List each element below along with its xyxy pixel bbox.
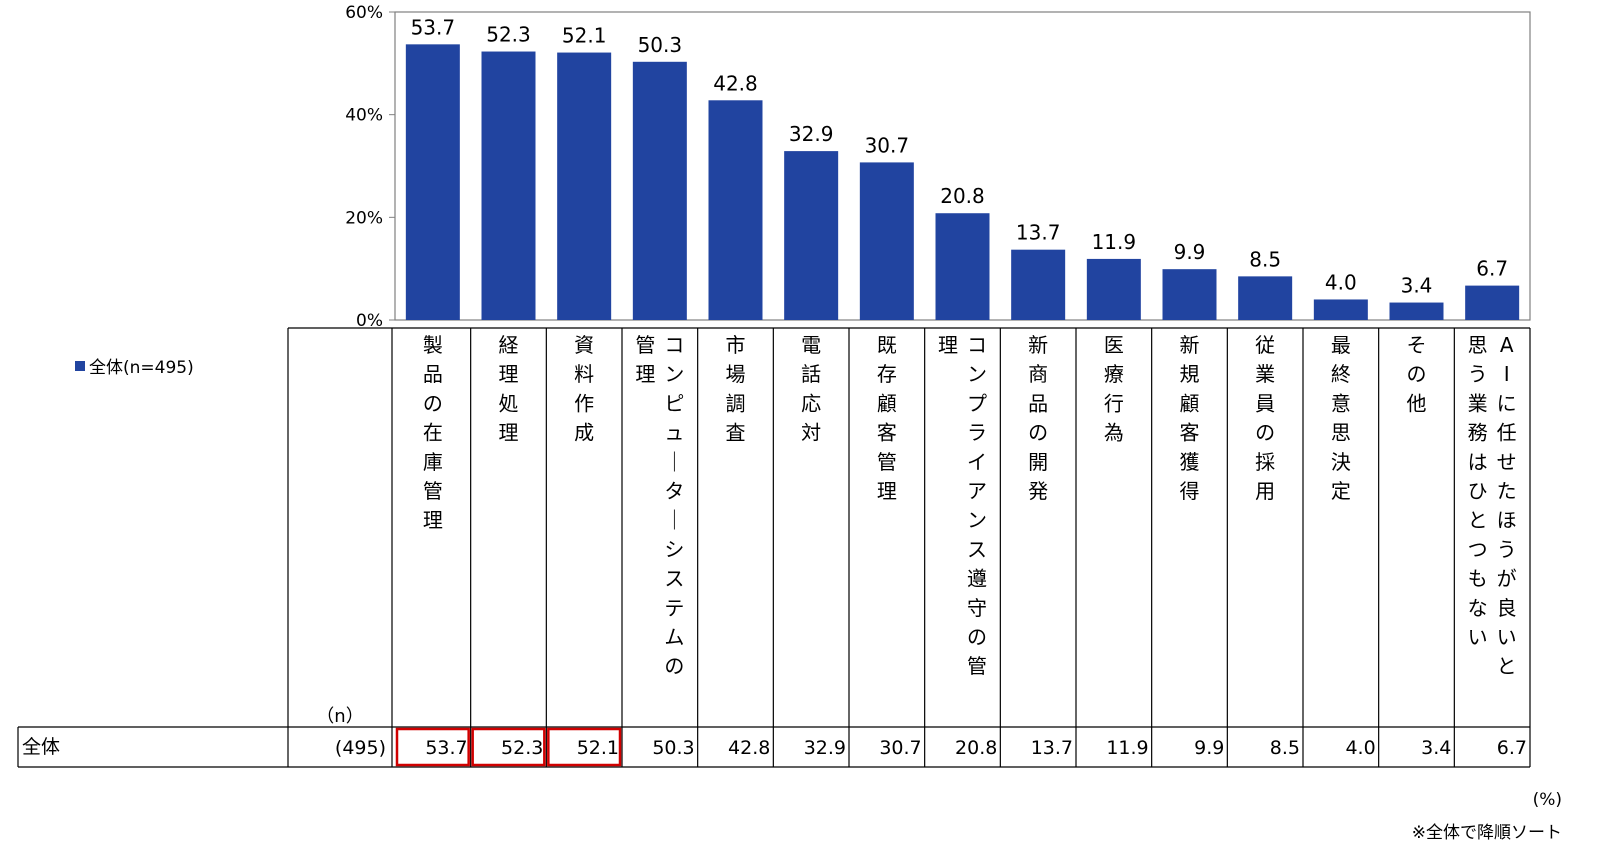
category-label-text: 新商品の開発 — [1028, 333, 1048, 503]
bar-value-label: 52.3 — [486, 23, 531, 47]
sort-note: ※全体で降順ソート — [1411, 823, 1562, 843]
table-value: 11.9 — [1106, 737, 1148, 759]
highlight-box — [395, 727, 470, 767]
bar-value-label: 20.8 — [940, 184, 985, 208]
table-value: 52.3 — [501, 737, 543, 759]
bar-value-label: 11.9 — [1092, 230, 1137, 254]
category-label: 製品の在庫管理 — [423, 333, 443, 532]
bar — [784, 151, 839, 320]
y-tick-label: 20% — [345, 208, 383, 228]
bar — [632, 61, 687, 320]
row-label: 全体 — [22, 736, 60, 758]
category-label: 市場調査 — [726, 333, 746, 445]
y-tick-label: 0% — [356, 311, 383, 331]
bar — [557, 52, 612, 320]
bar-value-label: 52.1 — [562, 24, 607, 48]
y-tick-label: 40% — [345, 106, 383, 126]
table-value: 9.9 — [1194, 737, 1224, 759]
bar — [708, 100, 763, 320]
category-label-text: 製品の在庫管理 — [423, 333, 443, 532]
data-table: （n） 全体 (495) 製品の在庫管理 経理処理 資料作成 コンピュ｜タ｜システムの管理市… — [17, 327, 1531, 768]
category-label-text: コンピュ｜タ｜システムの管理 — [635, 333, 684, 678]
legend: 全体(n=495) — [75, 353, 194, 378]
category-label: 資料作成 — [574, 333, 594, 445]
bar — [1389, 302, 1444, 320]
n-header: （n） — [316, 706, 363, 727]
bar-value-label: 4.0 — [1325, 270, 1357, 294]
y-axis: 0% 20% 40% 60% — [345, 3, 395, 331]
category-label: 従業員の採用 — [1255, 333, 1275, 503]
category-label-text: コンプライアンス遵守の管理 — [938, 333, 987, 678]
bar-value-label: 32.9 — [789, 122, 834, 146]
category-label: 電話応対 — [801, 333, 821, 445]
bar — [1162, 269, 1217, 320]
table-value: 50.3 — [652, 737, 694, 759]
category-label: 医療行為 — [1104, 333, 1124, 445]
bar — [1011, 249, 1066, 320]
category-label-text: 新規顧客獲得 — [1180, 333, 1200, 503]
category-label: 最終意思決定 — [1331, 333, 1351, 503]
legend-swatch — [75, 360, 85, 371]
category-label-text: 医療行為 — [1104, 333, 1124, 445]
bar-value-label: 13.7 — [1016, 221, 1061, 245]
category-label-text: 経理処理 — [499, 333, 519, 445]
bar-value-label: 30.7 — [865, 133, 910, 157]
category-label: 経理処理 — [499, 333, 519, 445]
bar-value-label: 53.7 — [411, 15, 456, 39]
highlight-box — [547, 727, 622, 767]
table-value: 20.8 — [955, 737, 997, 759]
table-value: 30.7 — [879, 737, 921, 759]
row-n-value: (495) — [335, 737, 386, 759]
bar — [405, 44, 460, 321]
bar-value-label: 3.4 — [1401, 274, 1433, 298]
bar-value-label: 42.8 — [713, 71, 758, 95]
category-label-text: 既存顧客管理 — [877, 333, 897, 503]
bar — [1238, 276, 1293, 320]
highlight-box — [471, 727, 546, 767]
table-value: 13.7 — [1031, 737, 1073, 759]
bars — [405, 44, 1520, 321]
table-value: 53.7 — [425, 737, 467, 759]
category-label-text: A I に任せたほうが良いと思う業務はひとつもない — [1468, 333, 1517, 678]
category-label: その他 — [1407, 333, 1427, 415]
category-label: 既存顧客管理 — [877, 333, 897, 503]
bar — [1313, 299, 1368, 320]
bar — [1086, 258, 1141, 320]
bar-value-labels: 53.7 52.3 52.1 50.3 42.8 32.9 30.7 20.8 13.7 11.9… — [411, 15, 1509, 297]
bar — [481, 51, 536, 320]
bar-value-label: 8.5 — [1249, 247, 1281, 271]
category-label: 新商品の開発 — [1028, 333, 1048, 503]
table-value: 32.9 — [804, 737, 846, 759]
y-tick-label: 60% — [345, 3, 383, 23]
category-label-text: 市場調査 — [726, 333, 746, 445]
table-value: 6.7 — [1497, 737, 1527, 759]
category-label: 新規顧客獲得 — [1180, 333, 1200, 503]
table-value: 42.8 — [728, 737, 770, 759]
category-label: コンプライアンス遵守の管理 — [938, 333, 987, 678]
table-value: 8.5 — [1270, 737, 1300, 759]
category-label: コンピュ｜タ｜システムの管理 — [635, 333, 684, 678]
bar — [859, 162, 914, 320]
category-label-text: 従業員の採用 — [1255, 333, 1275, 503]
category-label-text: 資料作成 — [574, 333, 594, 445]
table-value: 3.4 — [1421, 737, 1451, 759]
table-value: 4.0 — [1345, 737, 1375, 759]
table-value: 52.1 — [577, 737, 619, 759]
bar — [935, 213, 990, 320]
bar-value-label: 50.3 — [638, 33, 683, 57]
bar-value-label: 6.7 — [1476, 257, 1508, 281]
category-label-text: 電話応対 — [801, 333, 821, 445]
bar — [1465, 285, 1520, 320]
bar-value-label: 9.9 — [1174, 240, 1206, 264]
category-label-text: その他 — [1407, 333, 1427, 415]
category-label: A I に任せたほうが良いと思う業務はひとつもない — [1468, 333, 1517, 678]
legend-label: 全体(n=495) — [89, 358, 194, 378]
unit-label: (%) — [1532, 790, 1562, 810]
category-label-text: 最終意思決定 — [1331, 333, 1351, 503]
